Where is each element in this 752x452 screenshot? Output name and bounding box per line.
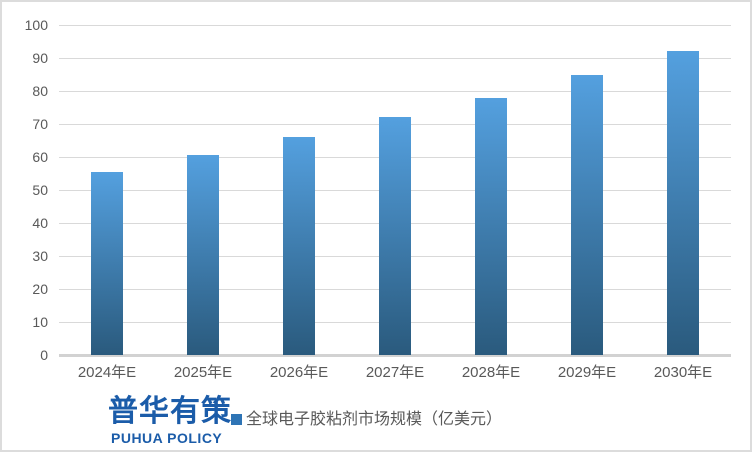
y-axis-tick-label: 90 bbox=[32, 50, 48, 66]
x-axis-tick-label: 2028年E bbox=[461, 364, 521, 381]
y-axis-tick-label: 50 bbox=[32, 182, 48, 198]
bar-2026年E bbox=[283, 137, 315, 355]
y-axis-tick-label: 40 bbox=[32, 215, 48, 231]
gridline bbox=[59, 57, 731, 59]
y-axis-tick-label: 70 bbox=[32, 116, 48, 132]
y-axis-tick-label: 60 bbox=[32, 149, 48, 165]
bar-2025年E bbox=[187, 155, 219, 355]
y-axis-tick-label: 80 bbox=[32, 83, 48, 99]
x-axis-tick-label: 2026年E bbox=[269, 364, 329, 381]
x-axis-tick-label: 2030年E bbox=[653, 364, 713, 381]
y-axis-tick-label: 20 bbox=[32, 281, 48, 297]
x-axis-tick-label: 2029年E bbox=[557, 364, 617, 381]
legend-marker-icon bbox=[231, 414, 242, 425]
x-axis-tick-label: 2024年E bbox=[77, 364, 137, 381]
legend-label: 全球电子胶粘剂市场规模（亿美元） bbox=[246, 411, 503, 428]
y-axis-tick-label: 0 bbox=[40, 347, 48, 363]
puhua-logo-chinese: 普华有策 bbox=[108, 395, 232, 428]
bar-2024年E bbox=[91, 171, 123, 355]
x-axis-tick-label: 2025年E bbox=[173, 364, 233, 381]
y-axis-tick-label: 10 bbox=[32, 314, 48, 330]
bar-2029年E bbox=[571, 74, 603, 355]
bar-2030年E bbox=[667, 51, 699, 355]
gridline bbox=[59, 24, 731, 26]
y-axis-tick-label: 100 bbox=[24, 17, 48, 33]
bar-2027年E bbox=[379, 117, 411, 355]
x-axis-line bbox=[59, 354, 731, 357]
x-axis-tick-label: 2027年E bbox=[365, 364, 425, 381]
puhua-logo-english: PUHUA POLICY bbox=[111, 430, 223, 446]
gridline bbox=[59, 90, 731, 92]
y-axis-tick-label: 30 bbox=[32, 248, 48, 264]
bar-2028年E bbox=[475, 97, 507, 355]
